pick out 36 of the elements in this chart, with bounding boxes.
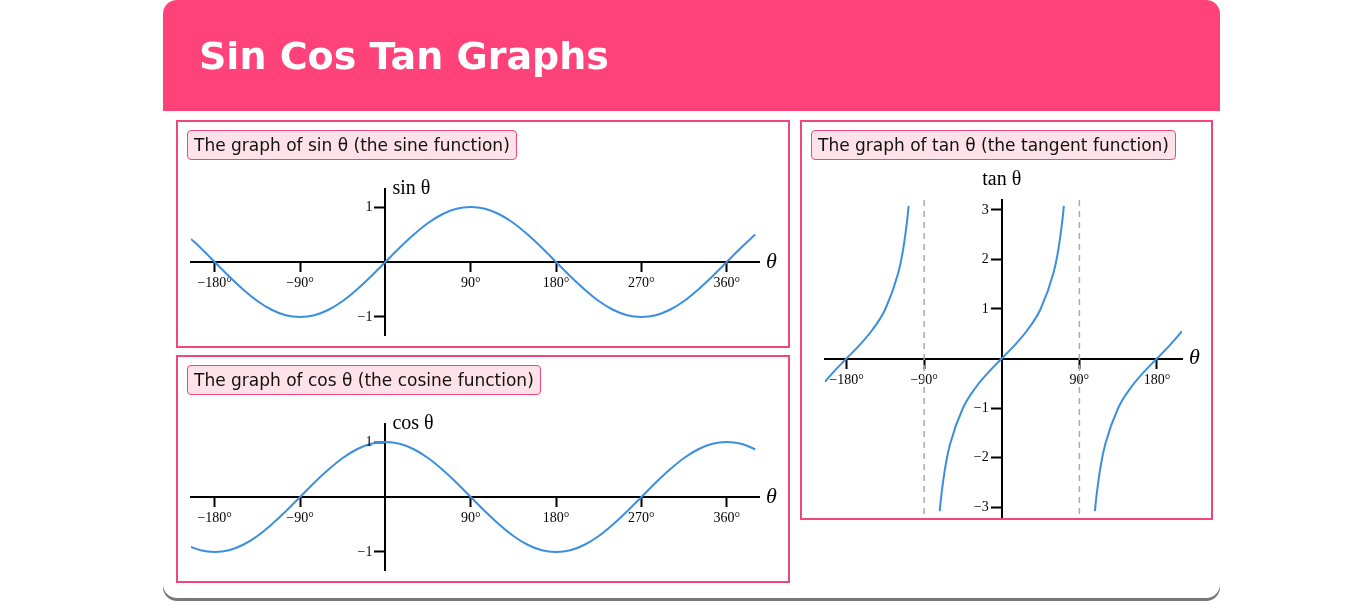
y-axis-title: cos θ bbox=[392, 411, 434, 434]
y-tick-label: −2 bbox=[973, 449, 989, 465]
x-tick-label: 360° bbox=[713, 275, 741, 291]
chart-subtitle: The graph of sin θ (the sine function) bbox=[187, 130, 517, 160]
x-tick-label: 270° bbox=[628, 510, 655, 526]
x-tick-label: −180° bbox=[197, 275, 232, 291]
x-tick-label: 180° bbox=[542, 510, 570, 526]
y-axis-title: tan θ bbox=[982, 167, 1022, 190]
x-tick-label: −90° bbox=[910, 371, 938, 387]
x-tick-label: −180° bbox=[197, 510, 232, 526]
x-tick-label: −90° bbox=[286, 510, 314, 526]
y-tick-label: 2 bbox=[981, 251, 989, 267]
y-axis-title: sin θ bbox=[392, 176, 431, 199]
x-tick-label: 90° bbox=[460, 510, 481, 526]
x-tick-label: 90° bbox=[460, 275, 481, 291]
x-axis-title: θ bbox=[766, 247, 777, 273]
y-tick-label: 1 bbox=[365, 198, 373, 214]
y-tick-label: 1 bbox=[981, 300, 989, 316]
y-tick-label: −1 bbox=[357, 543, 373, 559]
x-axis-title: θ bbox=[766, 482, 777, 508]
x-tick-label: 180° bbox=[542, 275, 570, 291]
x-tick-label: −90° bbox=[286, 275, 314, 291]
chart-subtitle: The graph of tan θ (the tangent function) bbox=[811, 130, 1177, 160]
x-tick-label: 270° bbox=[628, 275, 655, 291]
chart-title: Sin Cos Tan Graphs bbox=[199, 33, 609, 78]
y-tick-label: 3 bbox=[981, 201, 989, 217]
y-tick-label: −1 bbox=[357, 308, 373, 324]
chart-subtitle: The graph of cos θ (the cosine function) bbox=[187, 365, 541, 395]
y-tick-label: −3 bbox=[973, 498, 989, 514]
x-tick-label: 360° bbox=[713, 510, 741, 526]
x-tick-label: 90° bbox=[1069, 371, 1090, 387]
y-tick-label: −1 bbox=[973, 399, 989, 415]
x-axis-title: θ bbox=[1189, 344, 1200, 370]
x-tick-label: 180° bbox=[1143, 371, 1171, 387]
y-tick-label: 1 bbox=[365, 433, 373, 449]
x-tick-label: −180° bbox=[829, 371, 864, 387]
